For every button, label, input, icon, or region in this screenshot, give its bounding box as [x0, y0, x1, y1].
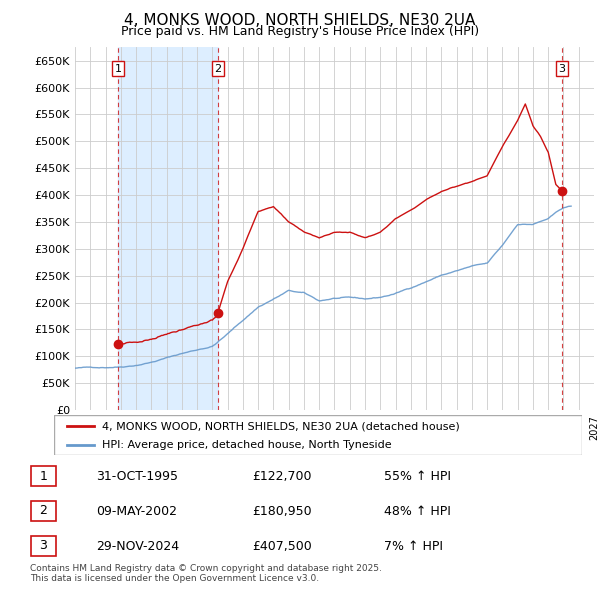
Text: HPI: Average price, detached house, North Tyneside: HPI: Average price, detached house, Nort… [101, 440, 391, 450]
Text: 29-NOV-2024: 29-NOV-2024 [96, 540, 179, 553]
Text: 4, MONKS WOOD, NORTH SHIELDS, NE30 2UA: 4, MONKS WOOD, NORTH SHIELDS, NE30 2UA [124, 13, 476, 28]
Text: £407,500: £407,500 [252, 540, 312, 553]
Text: £122,700: £122,700 [252, 470, 311, 483]
Text: 2: 2 [40, 504, 47, 517]
Text: 55% ↑ HPI: 55% ↑ HPI [384, 470, 451, 483]
Text: Contains HM Land Registry data © Crown copyright and database right 2025.
This d: Contains HM Land Registry data © Crown c… [30, 563, 382, 583]
Text: 48% ↑ HPI: 48% ↑ HPI [384, 505, 451, 518]
Text: 1: 1 [40, 470, 47, 483]
Bar [118, 47, 218, 410]
Text: £180,950: £180,950 [252, 505, 311, 518]
Text: 2: 2 [214, 64, 221, 74]
Text: 3: 3 [559, 64, 566, 74]
Text: Price paid vs. HM Land Registry's House Price Index (HPI): Price paid vs. HM Land Registry's House … [121, 25, 479, 38]
Text: 31-OCT-1995: 31-OCT-1995 [96, 470, 178, 483]
Text: 1: 1 [115, 64, 122, 74]
Text: 7% ↑ HPI: 7% ↑ HPI [384, 540, 443, 553]
Text: 09-MAY-2002: 09-MAY-2002 [96, 505, 177, 518]
Text: 3: 3 [40, 539, 47, 552]
Text: 4, MONKS WOOD, NORTH SHIELDS, NE30 2UA (detached house): 4, MONKS WOOD, NORTH SHIELDS, NE30 2UA (… [101, 421, 459, 431]
